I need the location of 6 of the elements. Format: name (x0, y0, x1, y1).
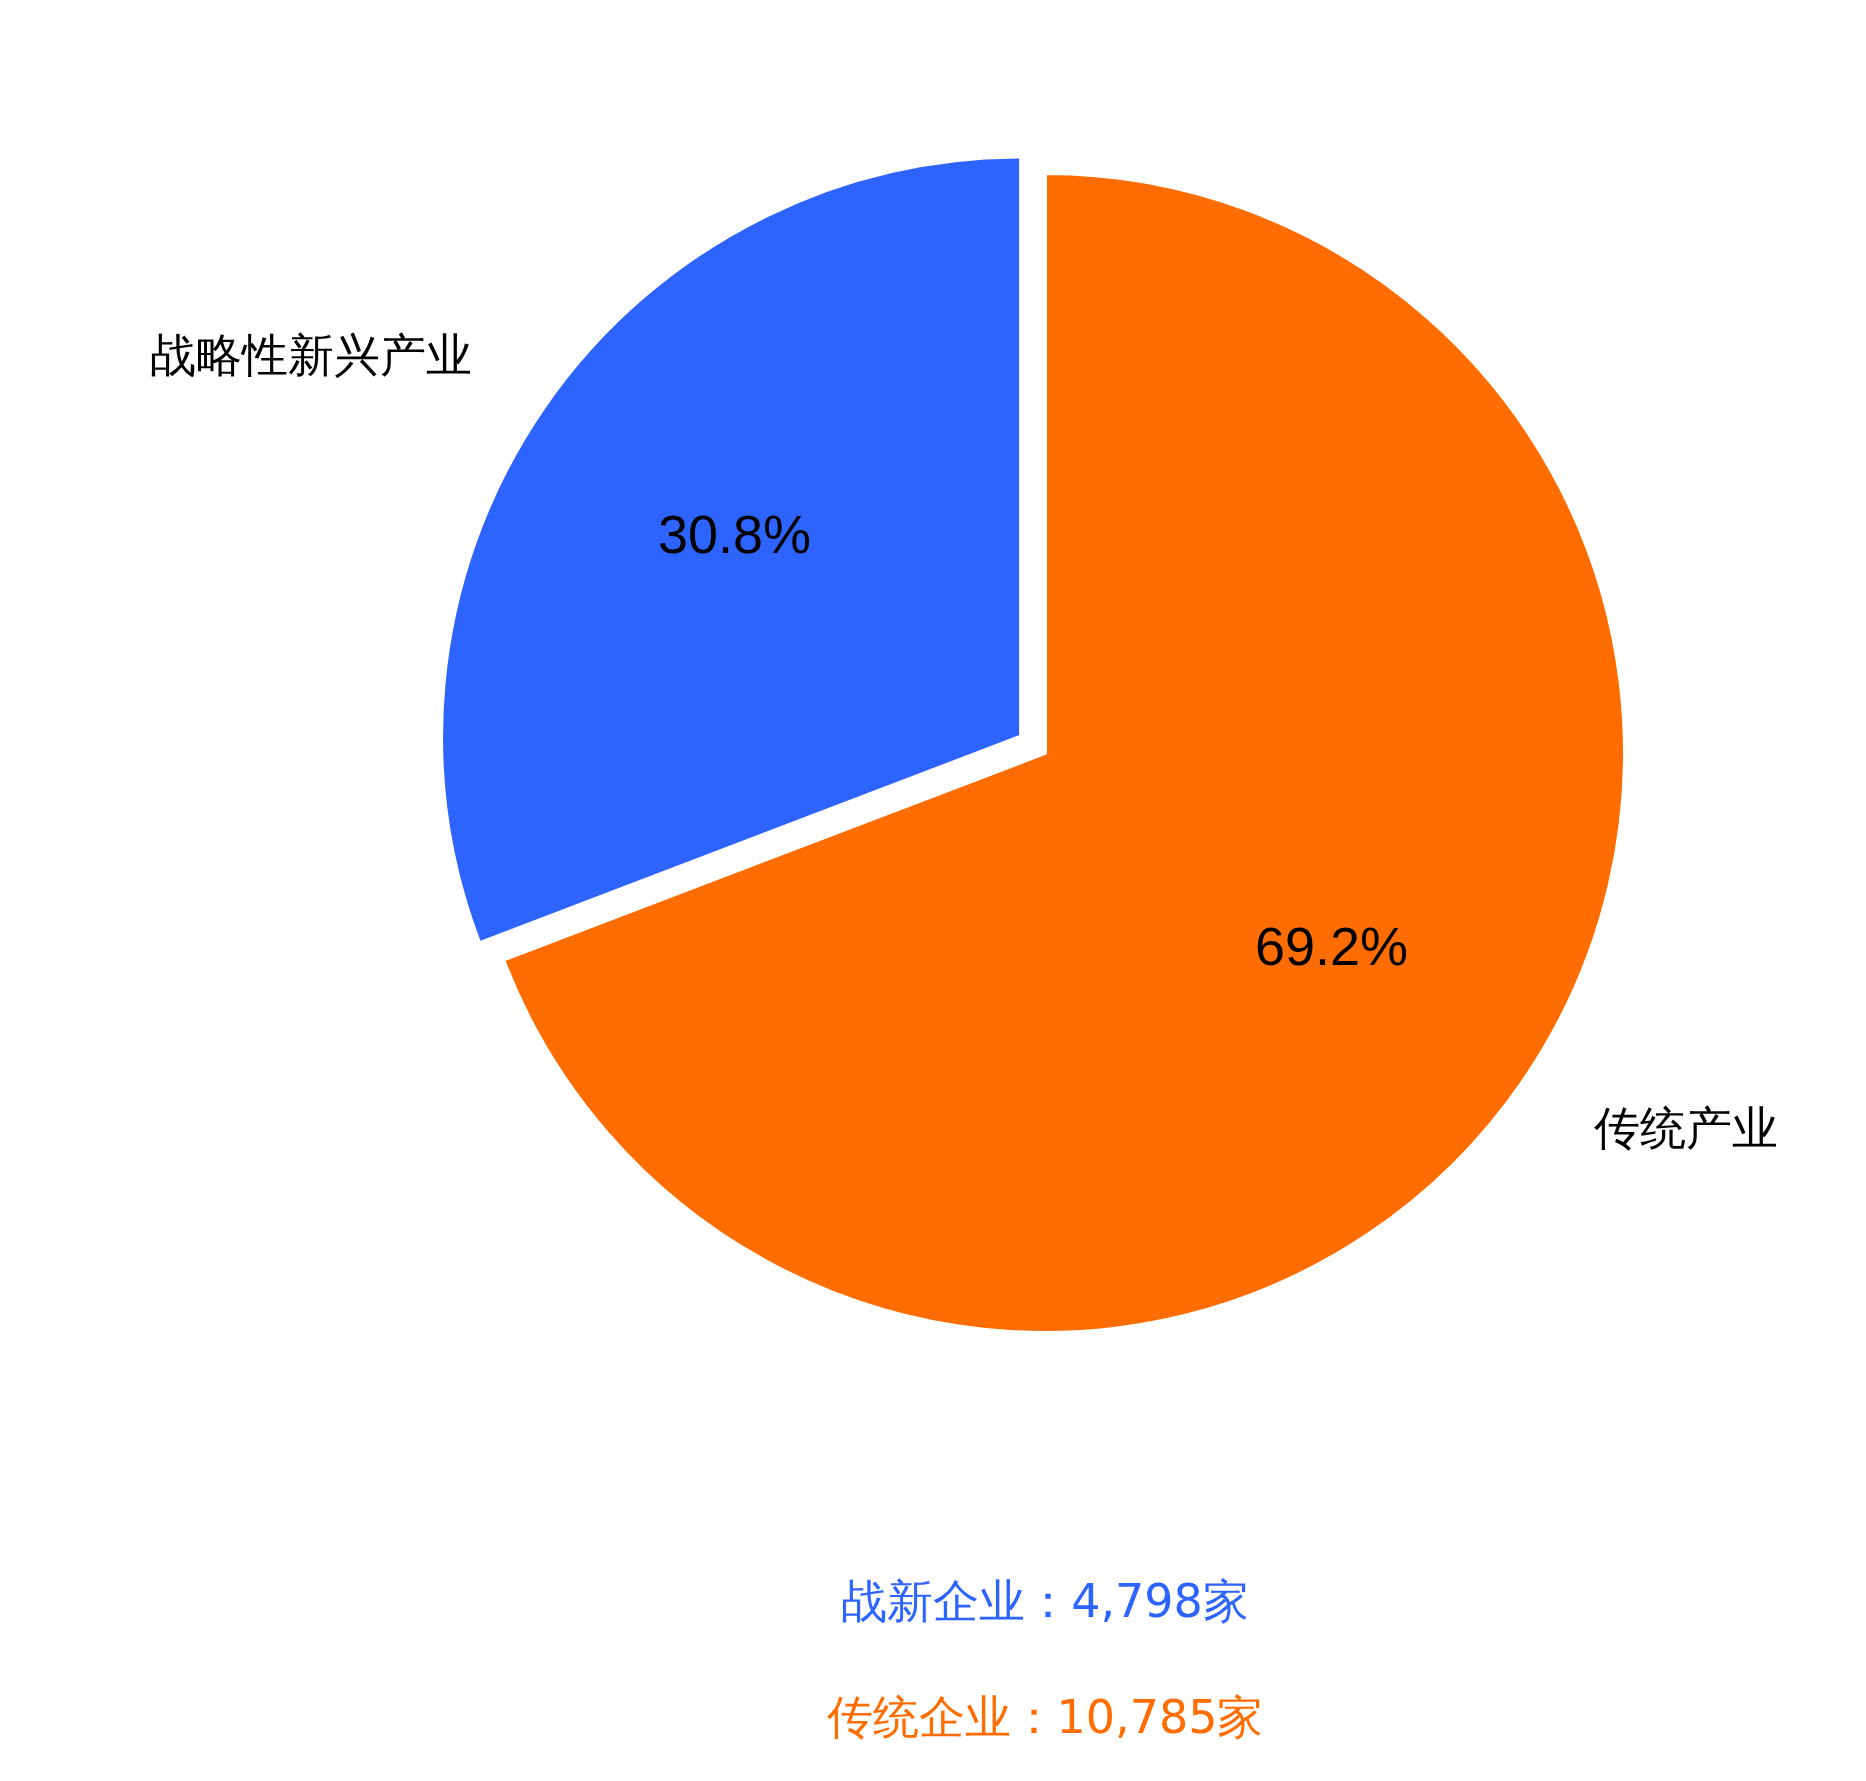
slice-label: 传统产业 (1594, 1100, 1779, 1155)
data-label: 69.2% (1255, 915, 1409, 976)
text: 战新企业：4,798家 (841, 1573, 1249, 1628)
text: 传统企业：10,785家 (826, 1689, 1264, 1744)
slice-label: 战略性新兴产业 (149, 327, 472, 382)
data-label: 30.8% (657, 504, 812, 565)
